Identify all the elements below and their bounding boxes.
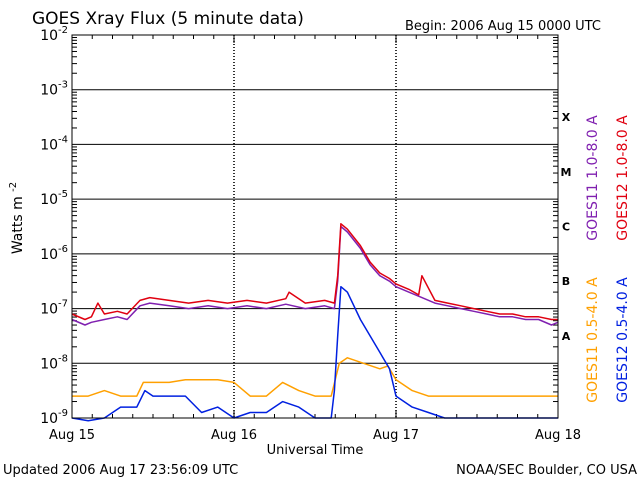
- y-tick-label-exp: -3: [58, 80, 68, 91]
- series-line-goes11-0-5-4-0-a: [72, 357, 558, 397]
- x-tick-label: Aug 18: [535, 428, 581, 443]
- flare-class-a: A: [562, 330, 571, 343]
- y-tick-label-exp: -8: [58, 353, 68, 364]
- y-tick-label: 10-6: [40, 244, 68, 263]
- flare-class-m: M: [561, 166, 572, 179]
- y-tick-labels: 10-210-310-410-510-610-710-810-9: [40, 25, 68, 427]
- y-tick-label: 10-3: [40, 80, 68, 99]
- y-axis-label: Watts m -2: [8, 182, 26, 254]
- y-tick-label-exp: -4: [58, 134, 68, 145]
- x-tick-label: Aug 16: [211, 428, 257, 443]
- y-tick-label-exp: -5: [58, 189, 68, 200]
- y-axis-label-text: Watts m: [10, 196, 26, 254]
- legend-entry-goes12-1-0-8-0-a: GOES12 1.0-8.0 A: [615, 115, 631, 241]
- plot-frame: [71, 34, 559, 419]
- legend-entry-goes11-1-0-8-0-a: GOES11 1.0-8.0 A: [585, 115, 601, 241]
- y-tick-label: 10-8: [40, 353, 68, 372]
- x-tick-label: Aug 17: [373, 428, 419, 443]
- updated-timestamp: Updated 2006 Aug 17 23:56:09 UTC: [3, 463, 238, 478]
- y-tick-label-base: 10: [40, 356, 58, 372]
- y-tick-label: 10-7: [40, 299, 68, 318]
- credit-label: NOAA/SEC Boulder, CO USA: [456, 463, 637, 478]
- y-tick-label: 10-9: [40, 408, 68, 427]
- x-tick-labels: Aug 15 Aug 16 Aug 17 Aug 18: [49, 428, 581, 443]
- y-tick-label-base: 10: [40, 302, 58, 318]
- legend-entry-goes12-0-5-4-0-a: GOES12 0.5-4.0 A: [615, 277, 631, 403]
- legend: GOES11 1.0-8.0 A GOES12 1.0-8.0 A GOES11 0…: [585, 115, 631, 403]
- y-tick-label-base: 10: [40, 83, 58, 99]
- x-tick-label: Aug 15: [49, 428, 95, 443]
- flare-class-c: C: [562, 221, 570, 234]
- flare-class-b: B: [562, 275, 570, 288]
- y-tick-label-base: 10: [40, 411, 58, 427]
- begin-label: Begin: 2006 Aug 15 0000 UTC: [405, 19, 601, 34]
- y-tick-label-exp: -9: [58, 408, 68, 419]
- y-tick-label-base: 10: [40, 192, 58, 208]
- y-tick-label-base: 10: [40, 247, 58, 263]
- tick-marks: [71, 35, 559, 418]
- grid-lines: [72, 34, 558, 419]
- y-axis-label-sup: -2: [8, 182, 19, 192]
- y-tick-label-exp: -7: [58, 299, 68, 310]
- y-tick-label-base: 10: [40, 28, 58, 44]
- x-axis-label: Universal Time: [267, 443, 364, 458]
- flare-class-x: X: [562, 111, 571, 124]
- y-tick-label: 10-2: [40, 25, 68, 44]
- data-series: [71, 223, 559, 422]
- y-tick-label-base: 10: [40, 137, 58, 153]
- flare-class-labels: X M C B A: [561, 111, 572, 343]
- series-line-goes12-1-0-8-0-a: [71, 223, 558, 321]
- y-tick-label: 10-4: [40, 134, 68, 153]
- chart-title: GOES Xray Flux (5 minute data): [32, 9, 304, 29]
- y-tick-label: 10-5: [40, 189, 68, 208]
- legend-entry-goes11-0-5-4-0-a: GOES11 0.5-4.0 A: [585, 277, 601, 403]
- y-tick-label-exp: -6: [58, 244, 68, 255]
- y-tick-label-exp: -2: [58, 25, 68, 36]
